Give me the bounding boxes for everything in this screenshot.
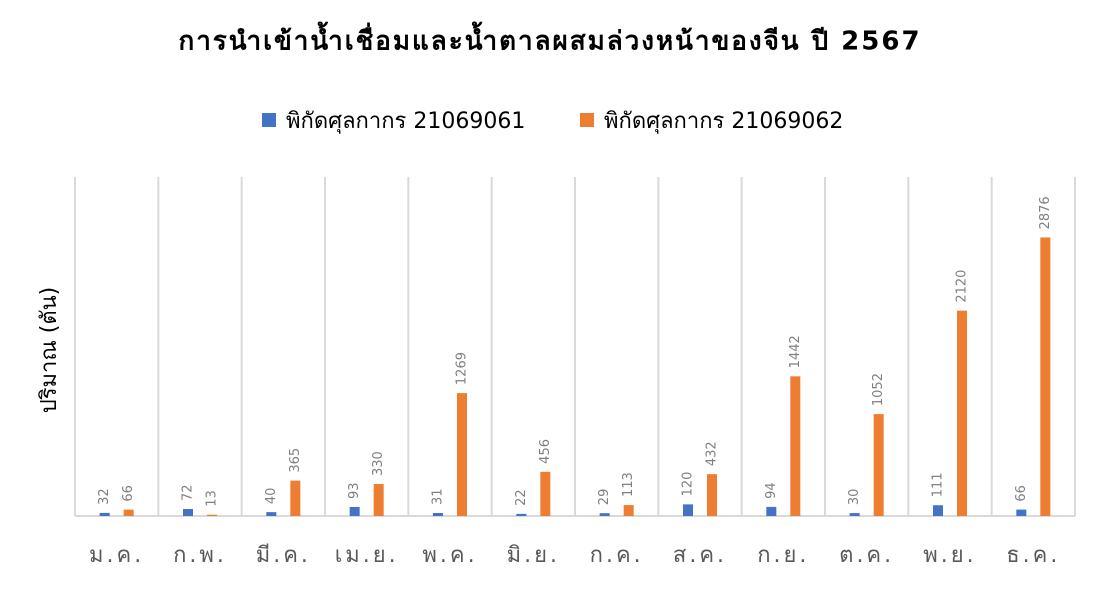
bar	[373, 484, 384, 516]
bar	[707, 474, 717, 516]
x-tick-label: ธ.ค.	[1006, 543, 1060, 568]
data-label: 1269	[455, 352, 470, 385]
data-label: 66	[121, 485, 136, 502]
bar	[123, 509, 134, 516]
bar	[290, 480, 301, 516]
bar	[99, 512, 110, 516]
data-label: 13	[205, 490, 220, 507]
bar	[873, 414, 884, 516]
data-label: 30	[847, 489, 862, 506]
x-tick-label: พ.ย.	[923, 543, 976, 568]
data-label: 2876	[1038, 196, 1053, 229]
data-label: 113	[621, 472, 636, 497]
x-tick-label: มิ.ย.	[507, 543, 560, 568]
bar	[457, 393, 467, 516]
x-tick-label: ก.พ.	[173, 543, 227, 568]
bar	[540, 471, 551, 516]
data-label: 432	[705, 441, 720, 466]
legend-swatch	[580, 113, 594, 127]
x-tick-label: มี.ค.	[256, 543, 311, 568]
x-tick-label: ก.ย.	[757, 543, 809, 568]
bar	[207, 514, 217, 516]
bar	[349, 506, 360, 516]
data-label: 111	[931, 472, 946, 497]
x-tick-label: ส.ค.	[673, 543, 727, 568]
data-label: 1052	[871, 373, 886, 406]
bar	[433, 512, 443, 516]
x-tick-label: ม.ค.	[89, 543, 144, 568]
x-tick-label: เม.ย.	[335, 543, 399, 568]
chart-title: การนำเข้าน้ำเชื่อมและน้ำตาลผสมล่วงหน้าขอ…	[178, 21, 921, 57]
data-label: 456	[538, 439, 553, 464]
data-label: 66	[1014, 485, 1029, 502]
data-label: 31	[431, 488, 446, 505]
data-label: 94	[764, 482, 779, 499]
bar	[516, 513, 527, 516]
data-label: 72	[181, 484, 196, 501]
bar	[933, 505, 943, 516]
data-label: 330	[371, 451, 386, 476]
bar	[623, 505, 634, 516]
legend-swatch	[262, 113, 276, 127]
data-label: 22	[514, 489, 529, 506]
bar	[849, 513, 860, 516]
data-label: 40	[264, 488, 279, 505]
data-label: 365	[288, 448, 303, 473]
data-label: 120	[681, 472, 696, 497]
bar	[790, 376, 801, 516]
x-tick-label: ก.ค.	[590, 543, 644, 568]
x-tick-label: ต.ค.	[839, 543, 894, 568]
bar	[266, 512, 277, 516]
bar	[1040, 237, 1051, 517]
bar	[766, 506, 777, 516]
legend-label: พิกัดศุลกากร 21069062	[604, 109, 843, 134]
y-axis-label: ปริมาณ (ตัน)	[37, 287, 62, 414]
x-tick-label: พ.ค.	[422, 543, 477, 568]
data-label: 32	[97, 488, 112, 505]
bar	[183, 509, 193, 516]
bar	[683, 504, 693, 516]
bar	[957, 310, 967, 516]
data-label: 93	[347, 482, 362, 499]
data-label: 2120	[955, 270, 970, 303]
data-label: 29	[597, 489, 612, 506]
data-label: 1442	[788, 335, 803, 368]
legend-label: พิกัดศุลกากร 21069061	[286, 109, 525, 134]
bar	[1016, 509, 1027, 516]
bar	[599, 513, 610, 516]
